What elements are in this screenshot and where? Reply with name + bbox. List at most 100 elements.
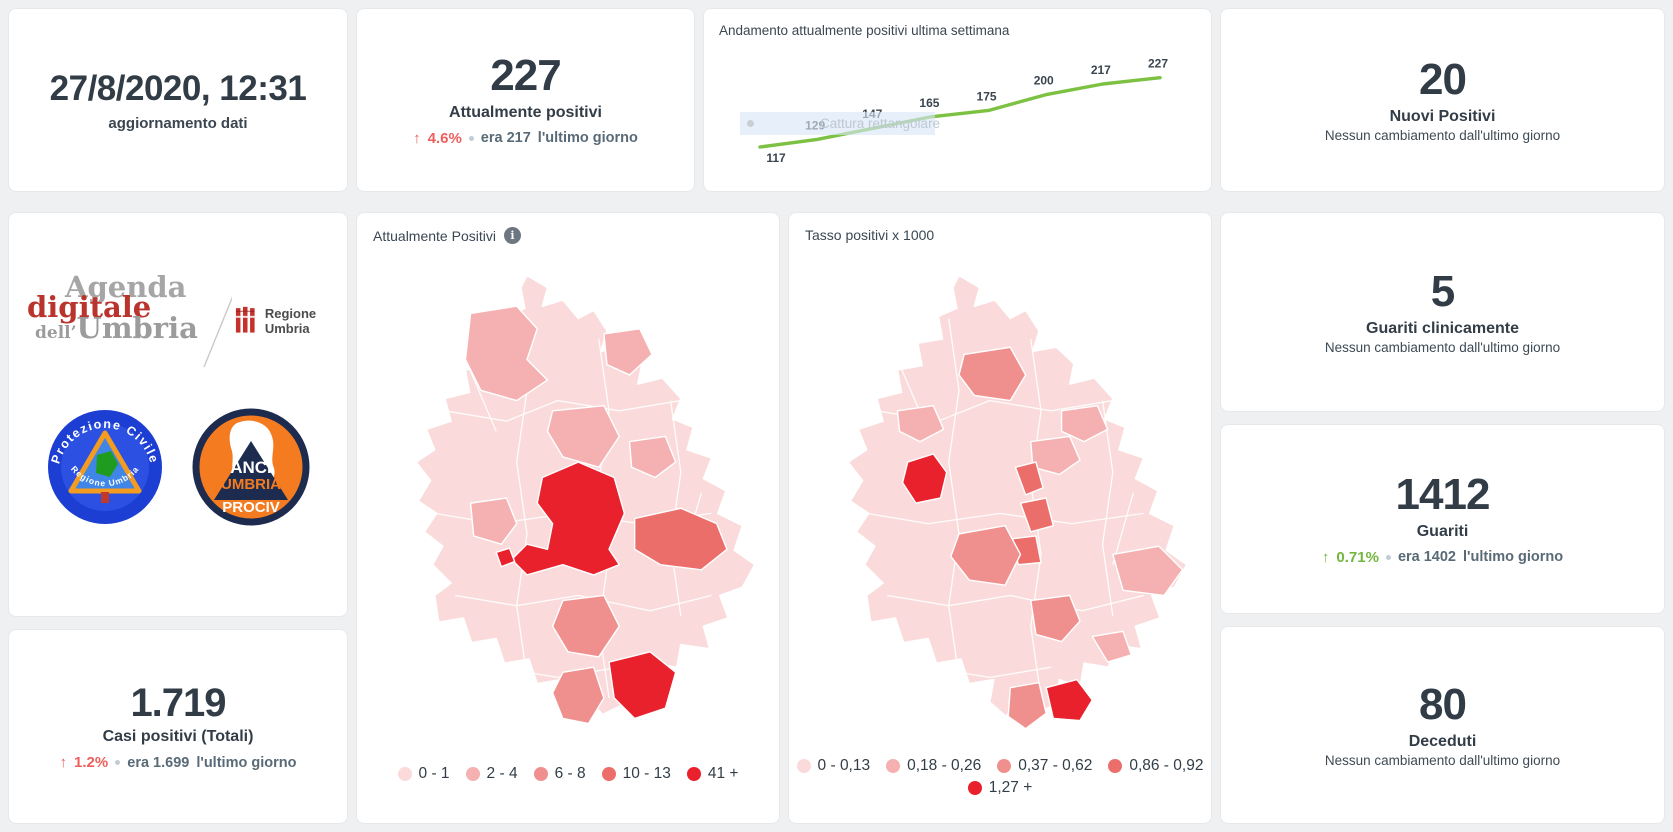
map-tasso-positivi[interactable] <box>805 257 1195 739</box>
svg-text:165: 165 <box>919 96 939 110</box>
recovered-value: 1412 <box>1395 470 1491 520</box>
bullet-separator <box>115 760 121 765</box>
agenda-logo-line2: digitale <box>27 290 152 324</box>
legend-item[interactable]: 10 - 13 <box>601 765 671 783</box>
recovered-label: Guariti <box>1416 522 1469 540</box>
legend-label: 41 + <box>707 765 739 782</box>
up-arrow-icon: ↑ <box>1321 548 1330 566</box>
legend-label: 6 - 8 <box>554 765 586 782</box>
capture-label: Cattura rettangolare <box>820 116 941 131</box>
current-positive-previous-suffix: l'ultimo giorno <box>537 130 638 147</box>
legend-dot <box>686 767 701 781</box>
legend-dot <box>1108 759 1123 773</box>
card-map-current-positive: Attualmente Positivi <box>356 212 780 824</box>
total-cases-label: Casi positivi (Totali) <box>102 728 254 745</box>
regione-umbria-label: Regione Umbria <box>264 306 317 336</box>
card-clinically-recovered: 5 Guariti clinicamente Nessun cambiament… <box>1220 212 1665 412</box>
legend-dot <box>397 767 412 781</box>
legend-label: 10 - 13 <box>622 765 671 782</box>
anci-prociv-logo: ANCI UMBRIA PROCIV <box>192 408 310 526</box>
map-attualmente-positivi[interactable] <box>373 257 763 739</box>
recovered-delta: 0.71% <box>1336 548 1379 566</box>
card-last-update: 27/8/2020, 12:31 aggiornamento dati <box>8 8 348 192</box>
update-datetime: 27/8/2020, 12:31 <box>49 68 307 108</box>
card-logos: Agenda digitale dell’Umbria Regione <box>8 212 348 617</box>
total-cases-previous: era 1.699 <box>127 754 190 771</box>
anci-umbria-text: UMBRIA <box>221 476 281 493</box>
map-rate-legend: 0 - 0,13 0,18 - 0,26 0,37 - 0,62 0,86 - … <box>789 757 1211 797</box>
legend-item[interactable]: 6 - 8 <box>533 765 586 783</box>
legend-item[interactable]: 41 + <box>686 765 739 783</box>
agenda-digitale-logo: Agenda digitale dell’Umbria Regione <box>27 243 329 373</box>
svg-text:175: 175 <box>977 89 997 103</box>
legend-label: 0 - 1 <box>418 765 450 782</box>
card-new-positive: 20 Nuovi Positivi Nessun cambiamento dal… <box>1220 8 1665 192</box>
regione-umbria-logo: Regione Umbria <box>234 297 329 345</box>
legend-item[interactable]: 0 - 0,13 <box>796 757 871 775</box>
deaths-label: Deceduti <box>1408 732 1477 750</box>
legend-label: 0,18 - 0,26 <box>907 757 982 774</box>
trend-title: Andamento attualmente positivi ultima se… <box>719 23 1010 38</box>
diagonal-divider <box>203 296 232 368</box>
svg-text:117: 117 <box>766 151 786 165</box>
legend-label: 0,86 - 0,92 <box>1129 757 1204 774</box>
protezione-civile-logo: Protezione Civile Regione Umbria <box>48 410 162 524</box>
legend-dot <box>796 759 811 773</box>
legend-label: 1,27 + <box>988 779 1033 796</box>
legend-item[interactable]: 0,18 - 0,26 <box>886 757 981 775</box>
card-recovered: 1412 Guariti ↑ 0.71% era 1402 l'ultimo g… <box>1220 424 1665 614</box>
legend-label: 0,37 - 0,62 <box>1018 757 1093 774</box>
current-positive-value: 227 <box>490 51 561 101</box>
clinically-recovered-note: Nessun cambiamento dall'ultimo giorno <box>1324 339 1561 355</box>
legend-item[interactable]: 0 - 1 <box>397 765 450 783</box>
svg-text:227: 227 <box>1148 57 1168 71</box>
recovered-previous-suffix: l'ultimo giorno <box>1463 549 1564 566</box>
anci-prociv-text: PROCIV <box>222 499 280 516</box>
clinically-recovered-value: 5 <box>1430 267 1456 317</box>
legend-item[interactable]: 1,27 + <box>967 779 1033 797</box>
legend-item[interactable]: 0,37 - 0,62 <box>997 757 1092 775</box>
deaths-note: Nessun cambiamento dall'ultimo giorno <box>1324 752 1561 768</box>
new-positive-note: Nessun cambiamento dall'ultimo giorno <box>1324 127 1561 143</box>
info-icon[interactable] <box>503 227 521 244</box>
legend-dot <box>601 767 616 781</box>
clinically-recovered-label: Guariti clinicamente <box>1366 319 1519 337</box>
total-cases-previous-suffix: l'ultimo giorno <box>196 754 297 771</box>
up-arrow-icon: ↑ <box>413 129 421 147</box>
legend-dot <box>533 767 548 781</box>
bullet-separator <box>1385 554 1391 560</box>
legend-dot <box>997 759 1012 773</box>
total-cases-value: 1.719 <box>130 681 226 725</box>
card-total-cases: 1.719 Casi positivi (Totali) ↑ 1.2% era … <box>8 629 348 824</box>
svg-text:217: 217 <box>1091 63 1111 77</box>
current-positive-label: Attualmente positivi <box>449 103 602 121</box>
card-current-positive: 227 Attualmente positivi ↑ 4.6% era 217 … <box>356 8 695 192</box>
legend-item[interactable]: 2 - 4 <box>465 765 518 783</box>
map-current-title: Attualmente Positivi <box>373 227 496 244</box>
current-positive-delta: 4.6% <box>427 129 462 147</box>
total-cases-delta: 1.2% <box>74 754 109 771</box>
capture-dot-icon <box>747 120 754 127</box>
legend-label: 2 - 4 <box>486 765 518 782</box>
trend-chart[interactable]: 117129147165175200217227 <box>708 35 1208 185</box>
card-trend: Andamento attualmente positivi ultima se… <box>703 8 1212 192</box>
legend-item[interactable]: 0,86 - 0,92 <box>1108 757 1203 775</box>
capture-overlay: Cattura rettangolare <box>740 112 940 135</box>
legend-dot <box>465 767 480 781</box>
legend-label: 0 - 0,13 <box>817 757 871 774</box>
agenda-logo-line1: Agenda <box>65 270 187 304</box>
map-current-legend: 0 - 1 2 - 4 6 - 8 10 - 13 41 + <box>357 765 779 783</box>
legend-dot <box>967 781 982 795</box>
bullet-separator <box>468 135 474 141</box>
card-deaths: 80 Deceduti Nessun cambiamento dall'ulti… <box>1220 626 1665 824</box>
agenda-logo-line3: Umbria <box>76 311 198 345</box>
update-label: aggiornamento dati <box>108 114 248 132</box>
current-positive-previous: era 217 <box>480 130 531 147</box>
svg-text:200: 200 <box>1034 74 1054 88</box>
recovered-previous: era 1402 <box>1397 549 1456 566</box>
legend-dot <box>886 759 901 773</box>
deaths-value: 80 <box>1419 680 1467 730</box>
agenda-logo-line3-small: dell’ <box>35 323 77 343</box>
anci-text: ANCI <box>230 458 272 477</box>
